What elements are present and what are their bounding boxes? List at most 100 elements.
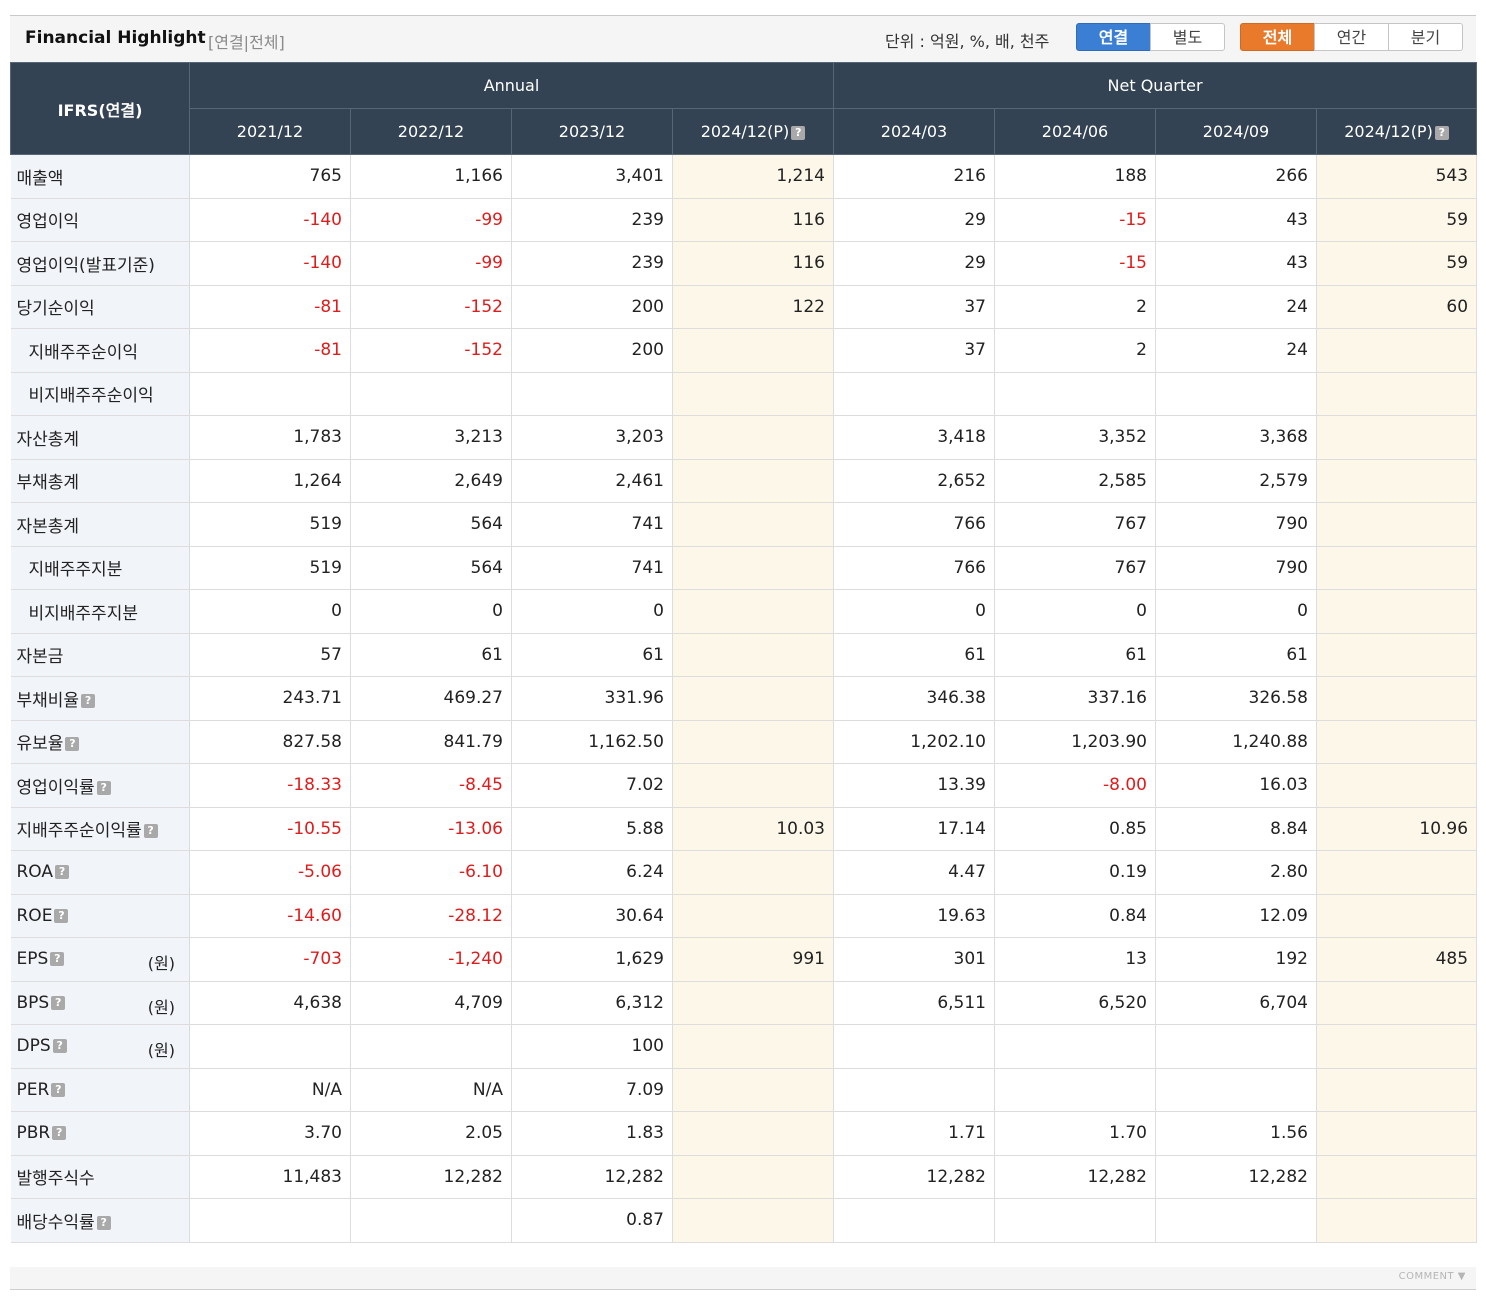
help-icon[interactable]: ? — [50, 952, 65, 967]
data-cell: 4,709 — [350, 981, 512, 1025]
data-cell — [1316, 763, 1478, 808]
data-cell — [189, 1198, 351, 1243]
help-icon[interactable]: ? — [81, 693, 96, 708]
data-cell: 266 — [1155, 154, 1317, 199]
help-icon[interactable]: ? — [65, 737, 80, 752]
data-cell — [1316, 1155, 1478, 1199]
data-cell — [672, 981, 834, 1025]
group-header-net-quarter: Net Quarter — [832, 62, 1478, 109]
data-cell — [672, 459, 834, 503]
data-cell — [1316, 1024, 1478, 1069]
data-cell: 331.96 — [511, 676, 673, 721]
data-cell: -81 — [189, 328, 351, 373]
period-header: 2024/12(P)? — [1315, 108, 1478, 155]
data-cell — [672, 633, 834, 677]
tab-all[interactable]: 전체 — [1240, 23, 1315, 51]
row-header: 지배주주순이익률? — [10, 807, 190, 851]
comment-toggle[interactable]: COMMENT ▼ — [1398, 1271, 1466, 1282]
data-cell: 116 — [672, 198, 834, 242]
data-cell — [1316, 502, 1478, 547]
help-icon[interactable]: ? — [51, 995, 66, 1010]
data-cell: 30.64 — [511, 894, 673, 938]
data-cell — [672, 372, 834, 416]
data-cell: 767 — [994, 546, 1156, 590]
data-cell — [672, 1111, 834, 1156]
help-icon[interactable]: ? — [1434, 125, 1449, 140]
data-cell — [1316, 720, 1478, 764]
data-cell: 741 — [511, 502, 673, 547]
ifrs-corner-header: IFRS(연결) — [10, 62, 190, 155]
period-header: 2024/03 — [833, 108, 995, 155]
table-row: 자본금 57 61 61 61 61 61 — [10, 633, 1478, 677]
data-cell: 1.70 — [994, 1111, 1156, 1156]
section-title: Financial Highlight — [25, 28, 206, 48]
table-row: BPS? (원) 4,638 4,709 6,312 6,511 6,520 6,704 — [10, 981, 1478, 1025]
table-row: 영업이익 -140 -99 239 116 29 -15 43 59 — [10, 198, 1478, 242]
data-cell — [672, 502, 834, 547]
help-icon[interactable]: ? — [51, 1082, 66, 1097]
data-cell: 12,282 — [350, 1155, 512, 1199]
data-cell — [1316, 981, 1478, 1025]
help-icon[interactable]: ? — [54, 908, 69, 923]
data-cell: 61 — [1155, 633, 1317, 677]
data-cell: 1,214 — [672, 154, 834, 199]
row-label: 자본총계 — [16, 516, 80, 537]
table-row: 유보율? 827.58 841.79 1,162.50 1,202.10 1,203.90… — [10, 720, 1478, 764]
data-cell — [1316, 850, 1478, 895]
period-label: 2024/03 — [880, 122, 948, 141]
financial-highlight-header: Financial Highlight [연결|전체] 단위 : 억원, %, … — [10, 15, 1476, 62]
row-label: 유보율 — [16, 734, 64, 755]
row-label: ROA — [16, 862, 54, 883]
help-icon[interactable]: ? — [52, 1126, 67, 1141]
tab-annual[interactable]: 연간 — [1314, 23, 1389, 51]
help-icon[interactable]: ? — [55, 865, 70, 880]
period-toggle: 전체 연간 분기 — [1240, 23, 1463, 51]
data-cell: 3,213 — [350, 415, 512, 460]
help-icon[interactable]: ? — [143, 824, 158, 839]
row-label: EPS — [16, 949, 49, 970]
data-cell: 116 — [672, 241, 834, 286]
data-cell: 1,166 — [350, 154, 512, 199]
data-cell: 2.80 — [1155, 850, 1317, 895]
help-icon[interactable]: ? — [791, 125, 806, 140]
table-row: 지배주주순이익률? -10.55 -13.06 5.88 10.03 17.14 0.85 8… — [10, 807, 1478, 851]
data-cell: 200 — [511, 328, 673, 373]
data-cell: -6.10 — [350, 850, 512, 895]
data-cell — [672, 328, 834, 373]
row-header: BPS? (원) — [10, 981, 190, 1025]
data-cell: 6,312 — [511, 981, 673, 1025]
row-header: 지배주주순이익 — [10, 328, 190, 373]
row-header: 자산총계 — [10, 415, 190, 460]
data-cell — [1316, 894, 1478, 938]
data-cell — [833, 1068, 995, 1112]
data-cell: 43 — [1155, 241, 1317, 286]
data-cell: 13 — [994, 937, 1156, 982]
period-header: 2024/12(P)? — [672, 108, 834, 155]
data-cell: -152 — [350, 328, 512, 373]
row-label: 지배주주순이익 — [28, 342, 138, 363]
row-header: 부채총계 — [10, 459, 190, 503]
data-cell: 1.56 — [1155, 1111, 1317, 1156]
data-cell — [672, 1024, 834, 1069]
data-cell: 122 — [672, 285, 834, 329]
tab-consolidated[interactable]: 연결 — [1076, 23, 1151, 51]
help-icon[interactable]: ? — [96, 780, 111, 795]
table-row: 비지배주주지분 0 0 0 0 0 0 — [10, 589, 1478, 634]
data-cell: 216 — [833, 154, 995, 199]
data-cell: 19.63 — [833, 894, 995, 938]
tab-separate[interactable]: 별도 — [1150, 23, 1225, 51]
data-cell: 991 — [672, 937, 834, 982]
data-cell: 2 — [994, 328, 1156, 373]
row-label: 지배주주순이익률 — [16, 821, 142, 842]
table-row: ROA? -5.06 -6.10 6.24 4.47 0.19 2.80 — [10, 850, 1478, 895]
help-icon[interactable]: ? — [96, 1215, 111, 1230]
data-cell — [1316, 459, 1478, 503]
data-cell: 2 — [994, 285, 1156, 329]
period-header: 2021/12 — [189, 108, 351, 155]
data-cell: 469.27 — [350, 676, 512, 721]
help-icon[interactable]: ? — [52, 1039, 67, 1054]
row-label: PBR — [16, 1123, 51, 1144]
data-cell: 24 — [1155, 285, 1317, 329]
data-cell — [1316, 328, 1478, 373]
tab-quarter[interactable]: 분기 — [1388, 23, 1463, 51]
